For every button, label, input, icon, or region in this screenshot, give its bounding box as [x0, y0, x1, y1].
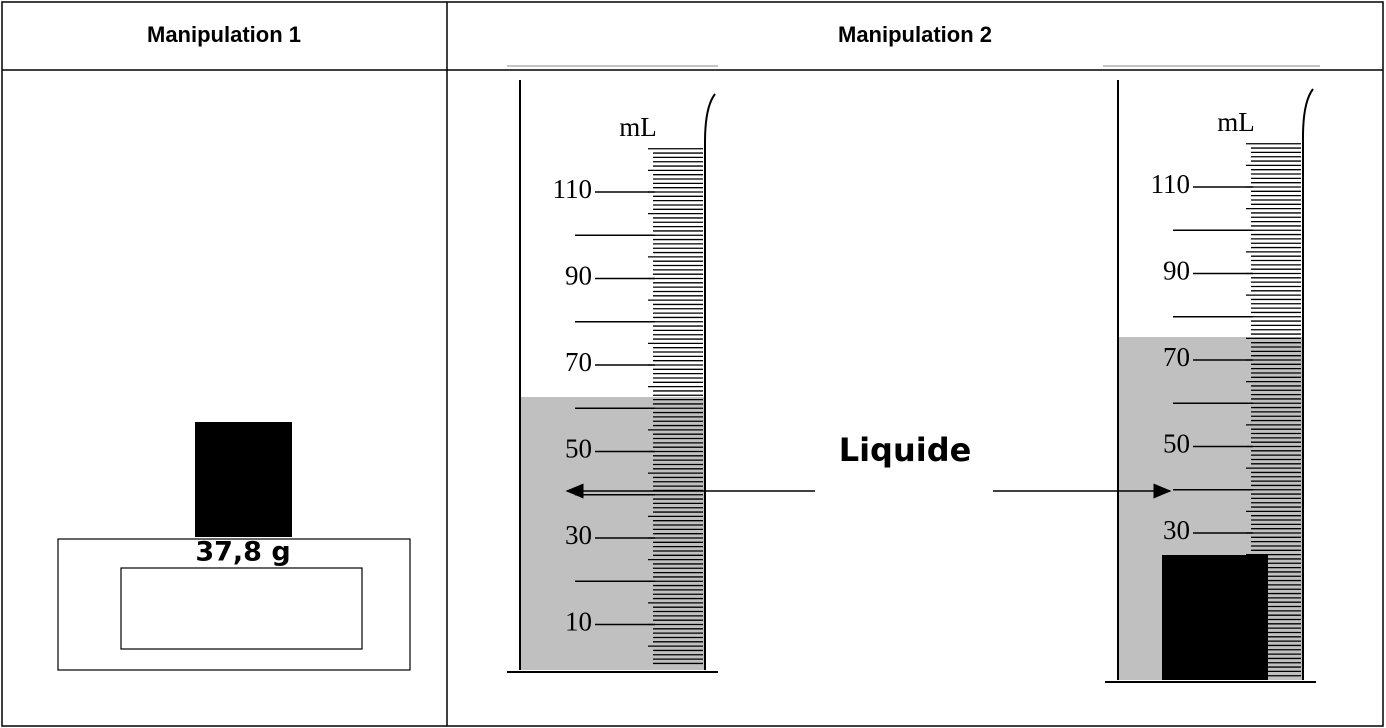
- scale-label: 110: [1151, 169, 1191, 199]
- scale-label: 50: [1163, 429, 1190, 459]
- scale-label: 90: [565, 261, 592, 291]
- balance-reading: 37,8 g: [195, 537, 290, 568]
- scale-label: 70: [1163, 342, 1190, 372]
- scale-label: 50: [565, 434, 592, 464]
- scale-label: 10: [565, 607, 592, 637]
- wall: [704, 93, 716, 670]
- unit: mL: [1217, 107, 1255, 137]
- scale-label: 30: [565, 520, 592, 550]
- scale-label: 110: [553, 174, 593, 204]
- object: [195, 422, 292, 537]
- liquid-label: Liquide: [839, 431, 972, 469]
- scale-label: 90: [1163, 256, 1190, 286]
- balance: 37,8 g: [57, 422, 411, 671]
- scale-label: 30: [1163, 515, 1190, 545]
- object: [1162, 555, 1268, 680]
- header: Manipulation 2: [838, 22, 992, 47]
- wall: [1302, 88, 1314, 680]
- unit: mL: [619, 112, 657, 142]
- header: Manipulation 1: [147, 22, 301, 47]
- scale-label: 70: [565, 347, 592, 377]
- cylinder: mL 110 90 70 50 30 10: [507, 80, 718, 673]
